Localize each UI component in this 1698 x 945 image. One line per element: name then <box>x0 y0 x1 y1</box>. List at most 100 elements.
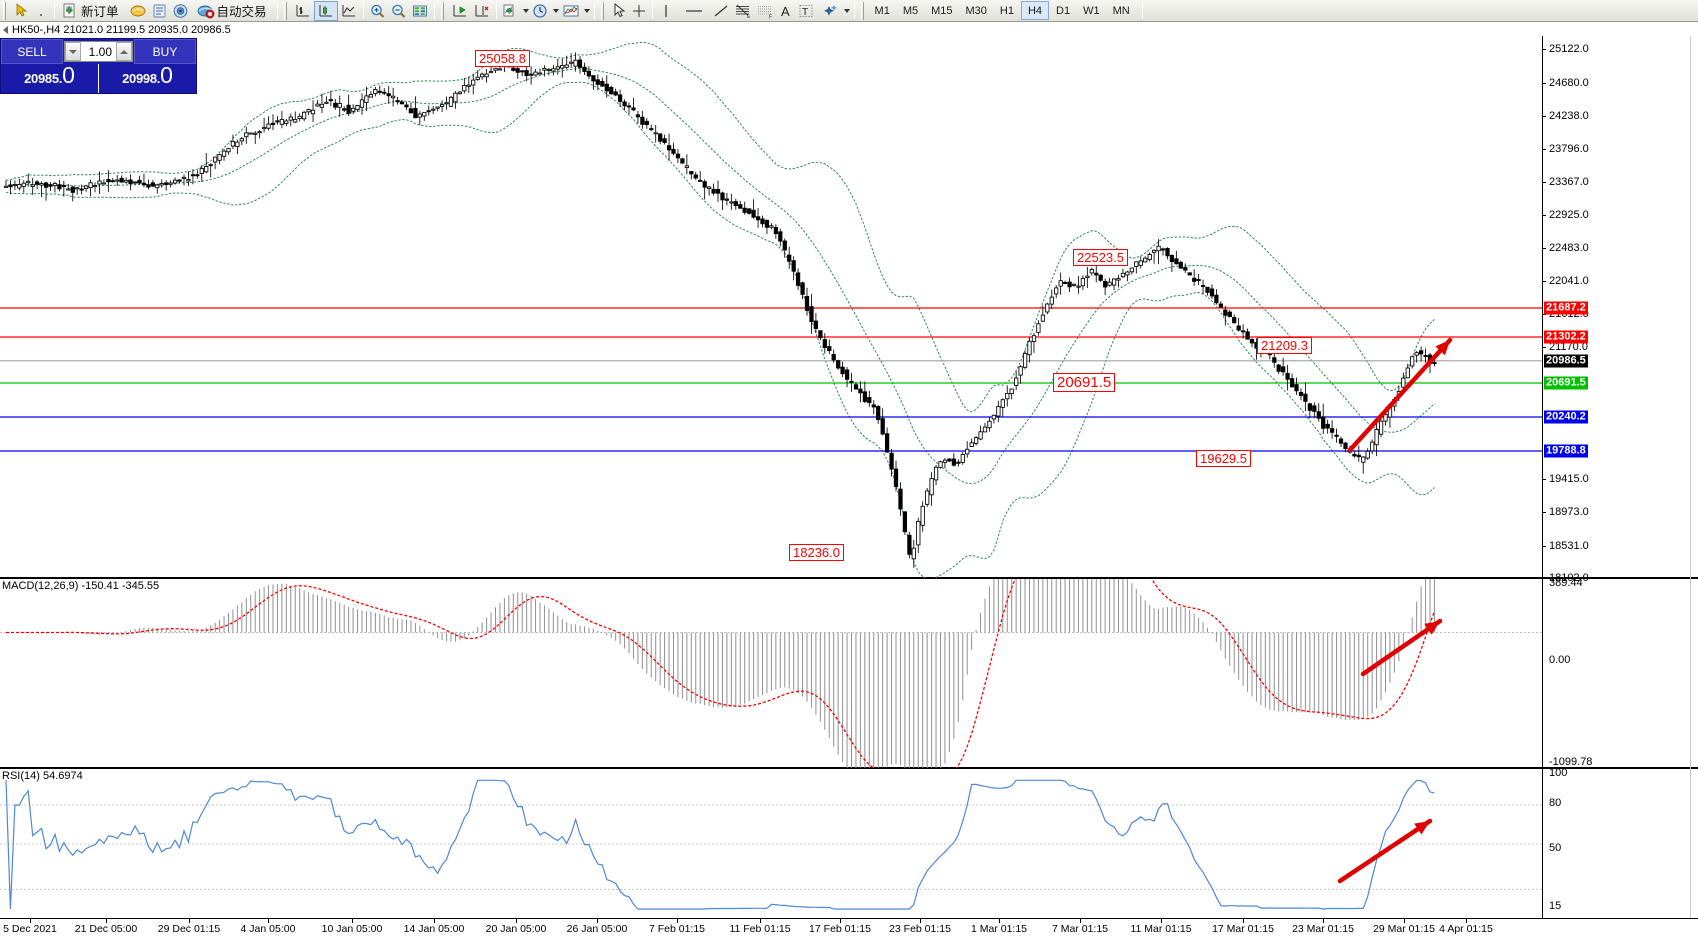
price-axis-tick-label: 22925.0 <box>1549 208 1589 221</box>
period-icon[interactable] <box>530 1 551 21</box>
price-chart-pane[interactable] <box>0 36 1698 578</box>
timeframe-w1[interactable]: W1 <box>1083 4 1100 17</box>
time-axis-tick <box>1404 919 1405 923</box>
text-box-icon[interactable]: T <box>796 1 816 21</box>
time-axis-label: 5 Dec 2021 <box>3 923 57 935</box>
timeframe-m5[interactable]: M5 <box>902 4 919 17</box>
buy-button[interactable]: BUY <box>134 39 196 64</box>
time-axis-label: 4 Jan 05:00 <box>240 923 296 935</box>
fibonacci-icon[interactable]: E <box>732 1 754 21</box>
rsi-indicator-pane[interactable] <box>0 768 1698 918</box>
shapes-dropdown-caret[interactable] <box>843 8 850 13</box>
time-axis-tick <box>516 919 517 923</box>
rsi-axis-15: 15 <box>1549 900 1562 912</box>
shift-icon[interactable] <box>449 1 471 21</box>
volume-decrease-button[interactable] <box>65 42 81 61</box>
price-annotation-label[interactable]: 19629.5 <box>1196 450 1251 467</box>
toolbar-grip-3[interactable] <box>439 1 447 20</box>
horizontal-line-icon[interactable] <box>682 1 706 21</box>
time-axis[interactable]: 5 Dec 2021 21 Dec 05:00 29 Dec 01:15 4 Jan … <box>0 918 1698 945</box>
crosshair-icon[interactable] <box>629 1 649 21</box>
timeframe-h1[interactable]: H1 <box>999 4 1014 17</box>
toolbar-grip-4[interactable] <box>599 1 607 20</box>
price-axis-tick-label: 24238.0 <box>1549 109 1589 122</box>
price-axis-tick-label: 21170.0 <box>1549 340 1588 353</box>
price-annotation-label[interactable]: 25058.8 <box>475 50 530 67</box>
autotrading-button[interactable]: 自动交易 <box>195 1 269 21</box>
period-dropdown-caret[interactable] <box>552 8 559 13</box>
zoom-out-icon[interactable] <box>388 1 409 21</box>
trendline-icon[interactable] <box>710 1 732 21</box>
expert-advisor-icon[interactable] <box>127 1 149 21</box>
chart-collapse-icon[interactable] <box>3 25 8 34</box>
toolbar-dot <box>31 1 51 21</box>
price-annotation-label[interactable]: 18236.0 <box>789 544 844 561</box>
autoscroll-icon[interactable] <box>471 1 493 21</box>
price-level-tag[interactable]: 20691.5 <box>1544 376 1588 390</box>
price-axis-tick <box>1542 149 1546 151</box>
price-level-tag[interactable]: 20240.2 <box>1544 410 1588 424</box>
toolbar-grip[interactable] <box>2 1 9 20</box>
price-level-tag[interactable]: 19788.8 <box>1544 444 1588 458</box>
svg-text:A: A <box>781 4 790 19</box>
new-order-button[interactable]: 新订单 <box>58 1 121 21</box>
price-axis-tick-label: 18973.0 <box>1549 506 1589 519</box>
macd-indicator-pane[interactable] <box>0 578 1698 769</box>
sell-price[interactable]: 20985 . 0 <box>1 64 98 93</box>
time-axis-tick <box>434 919 435 923</box>
time-axis-tick <box>268 919 269 923</box>
price-annotation-label[interactable]: 22523.5 <box>1073 249 1128 266</box>
one-click-trading-panel[interactable]: SELL 1.00 BUY 20985 . 0 20998 . 0 <box>0 38 197 94</box>
buy-price[interactable]: 20998 . 0 <box>99 64 196 93</box>
pointer-icon[interactable] <box>609 1 629 21</box>
svg-text:F: F <box>769 14 772 19</box>
grid-icon[interactable] <box>409 1 431 21</box>
candlestick-chart-icon[interactable] <box>313 0 338 21</box>
toolbar-grip-2[interactable] <box>282 1 290 20</box>
time-axis-label: 17 Mar 01:15 <box>1212 923 1274 935</box>
price-axis-tick <box>1542 49 1546 51</box>
price-annotation-label[interactable]: 20691.5 <box>1053 373 1116 392</box>
buy-price-last: 0 <box>160 62 173 88</box>
price-axis-tick-label: 18102.0 <box>1549 572 1589 584</box>
navigator-icon[interactable] <box>170 1 191 21</box>
price-level-tag[interactable]: 21687.2 <box>1544 301 1588 315</box>
data-window-icon[interactable] <box>149 1 170 21</box>
rsi-axis-100: 100 <box>1549 767 1568 779</box>
volume-increase-button[interactable] <box>116 42 132 61</box>
sell-button[interactable]: SELL <box>1 39 63 64</box>
timeframe-m1[interactable]: M1 <box>874 4 890 17</box>
volume-input[interactable]: 1.00 <box>81 42 116 61</box>
timeframe-h4[interactable]: H4 <box>1020 1 1050 20</box>
timeframe-group: M1 M5 M15 M30 H1 H4 D1 W1 MN <box>869 1 1136 20</box>
time-axis-label: 7 Feb 01:15 <box>648 923 706 935</box>
price-level-tag[interactable]: 21302.2 <box>1544 330 1588 344</box>
time-axis-label: 29 Dec 01:15 <box>157 923 221 935</box>
indicators-icon[interactable] <box>500 1 521 21</box>
zoom-in-icon[interactable] <box>367 1 388 21</box>
svg-text:T: T <box>802 7 808 18</box>
price-level-tag[interactable]: 20986.5 <box>1544 354 1588 368</box>
new-order-label: 新订单 <box>81 5 119 19</box>
shapes-icon[interactable] <box>820 1 842 21</box>
timeframe-m15[interactable]: M15 <box>931 4 953 17</box>
volume-stepper[interactable]: 1.00 <box>64 41 133 62</box>
line-chart-icon[interactable] <box>338 1 360 21</box>
price-axis-line <box>1542 36 1543 918</box>
vertical-line-icon[interactable] <box>656 1 676 21</box>
cursor-icon[interactable] <box>11 1 31 21</box>
price-axis-tick <box>1542 214 1546 216</box>
time-axis-tick <box>760 919 761 923</box>
toolbar-grip-5[interactable] <box>859 1 867 20</box>
equidistant-channel-icon[interactable]: F <box>754 1 776 21</box>
timeframe-d1[interactable]: D1 <box>1056 4 1071 17</box>
indicators-dropdown-caret[interactable] <box>522 8 529 13</box>
templates-dropdown-caret[interactable] <box>583 8 590 13</box>
price-annotation-label[interactable]: 21209.3 <box>1257 337 1312 354</box>
timeframe-mn[interactable]: MN <box>1112 4 1130 17</box>
bar-chart-icon[interactable] <box>292 1 314 21</box>
templates-icon[interactable] <box>560 1 582 21</box>
text-label-icon[interactable]: A <box>776 1 796 21</box>
timeframe-m30[interactable]: M30 <box>965 4 987 17</box>
sell-price-dot: . <box>58 71 63 86</box>
